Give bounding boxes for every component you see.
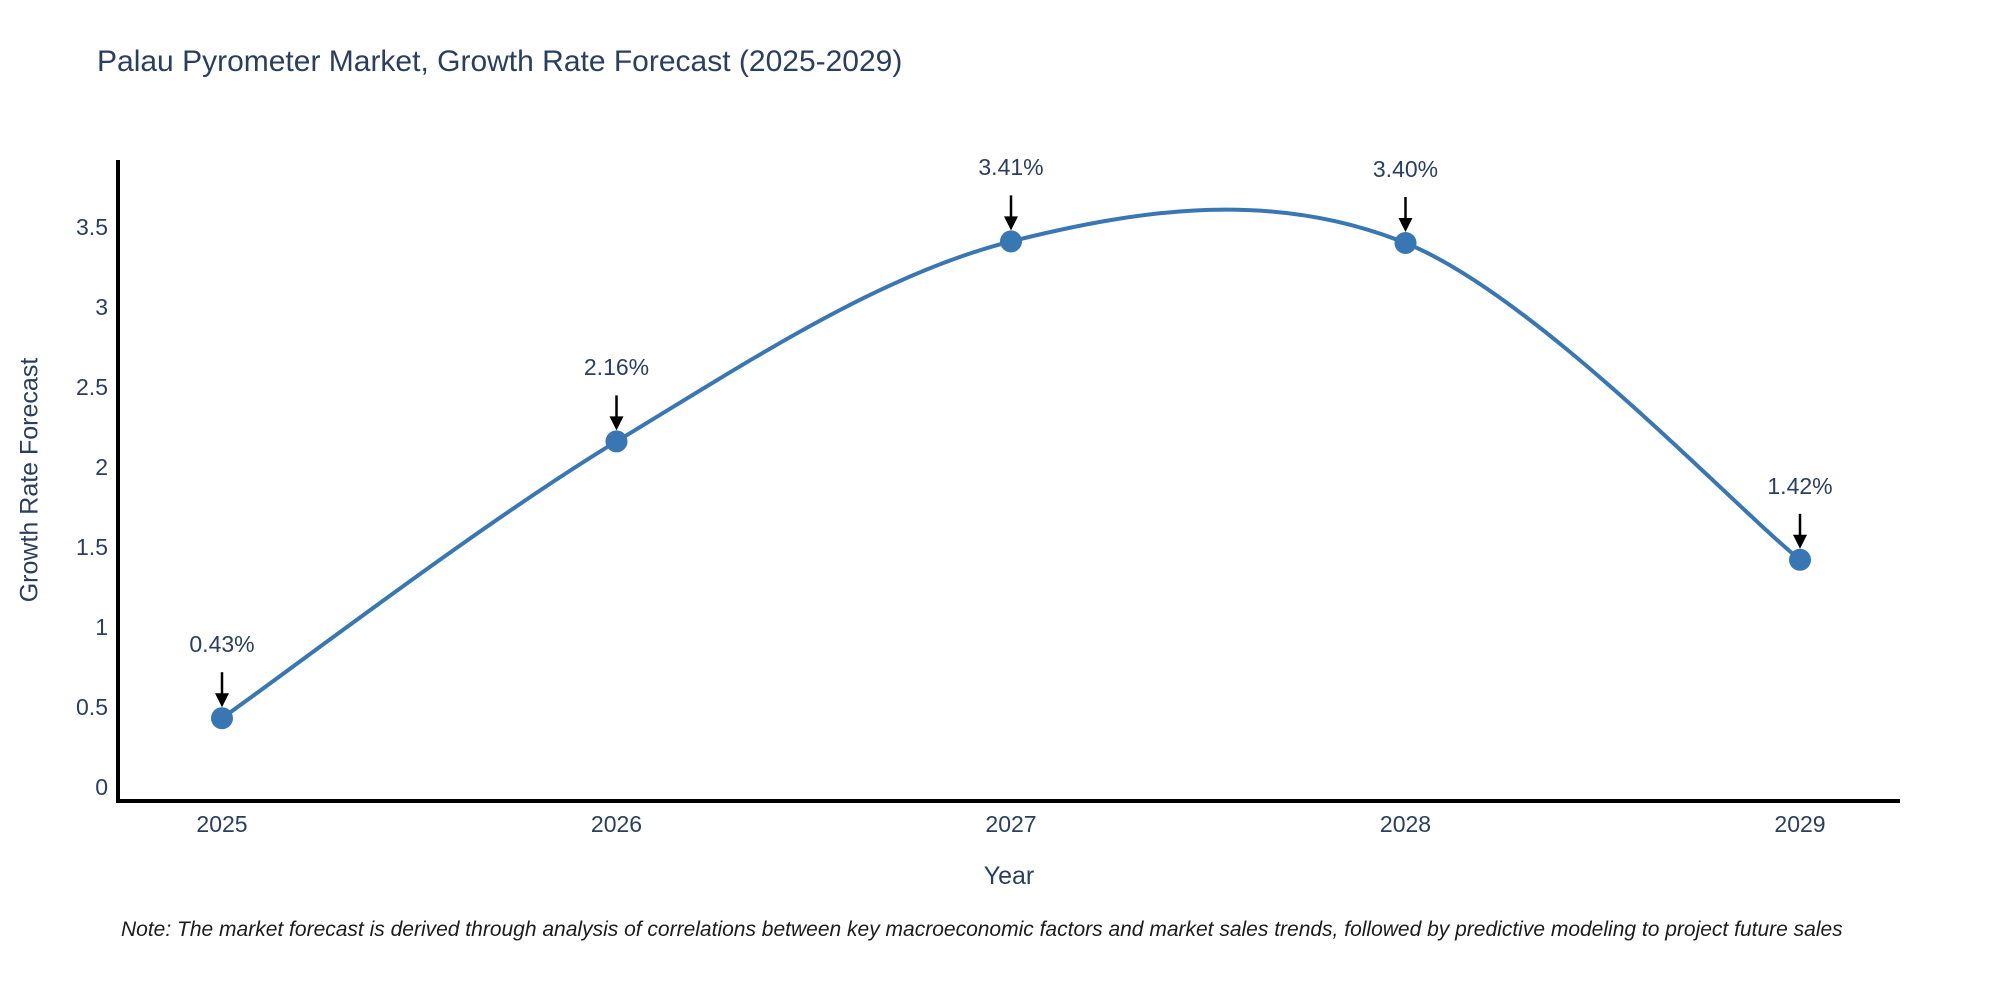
annotation-arrowhead (1004, 216, 1018, 231)
y-tick-label: 1 (95, 614, 108, 640)
x-tick-label: 2028 (1379, 811, 1432, 837)
point-annotation-label: 2.16% (583, 354, 650, 381)
annotation-arrowhead (215, 693, 229, 708)
y-tick-label: 0 (95, 774, 108, 800)
data-point-marker (211, 707, 233, 730)
chart-title: Palau Pyrometer Market, Growth Rate Fore… (97, 45, 903, 78)
data-point-marker (1789, 548, 1811, 571)
y-tick-label: 1.5 (76, 534, 108, 560)
annotation-arrowhead (609, 416, 624, 431)
y-tick-label: 3 (95, 294, 108, 320)
x-axis-title: Year (983, 862, 1035, 890)
y-tick-label: 2.5 (76, 374, 108, 400)
x-tick-label: 2025 (196, 811, 248, 837)
data-point-marker (1000, 230, 1022, 253)
point-annotation-label: 3.41% (978, 154, 1044, 181)
point-annotation-label: 3.40% (1372, 156, 1439, 182)
footnote: Note: The market forecast is derived thr… (121, 918, 1843, 941)
x-tick-label: 2027 (985, 811, 1037, 837)
data-point-marker (605, 430, 628, 453)
trend-line (220, 207, 1802, 720)
annotation-arrowhead (1793, 534, 1807, 549)
y-tick-label: 0.5 (76, 694, 108, 720)
y-tick-label: 3.5 (76, 214, 108, 240)
x-tick-label: 2026 (590, 811, 643, 837)
data-point-marker (1394, 232, 1417, 254)
point-annotation-label: 1.42% (1767, 472, 1833, 499)
x-tick-label: 2029 (1774, 811, 1826, 837)
y-axis-title: Growth Rate Forecast (15, 357, 44, 603)
y-tick-label: 2 (95, 454, 108, 480)
annotation-arrowhead (1398, 218, 1413, 232)
point-annotation-label: 0.43% (189, 631, 255, 658)
